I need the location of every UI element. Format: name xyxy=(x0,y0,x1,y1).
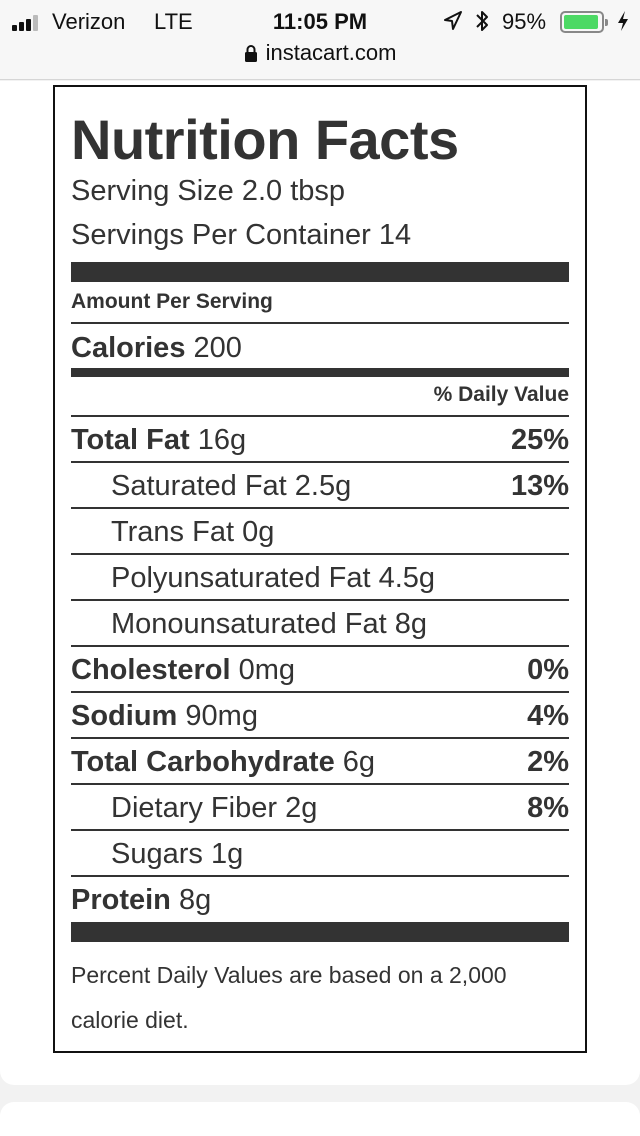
divider xyxy=(71,461,569,463)
nutrient-row-cholesterol: Cholesterol 0mg 0% xyxy=(71,647,569,693)
nutrient-name: Total Fat xyxy=(71,424,190,456)
url-text[interactable]: instacart.com xyxy=(265,40,397,65)
nutrient-name: Polyunsaturated Fat xyxy=(111,562,371,594)
location-arrow-icon xyxy=(444,11,462,30)
daily-value-percent: 0% xyxy=(527,654,569,686)
daily-value-percent: 13% xyxy=(510,470,569,502)
divider xyxy=(71,553,569,555)
nutrient-row-saturated-fat: Saturated Fat 2.5g 13% xyxy=(71,463,569,509)
nutrient-row-total-fat: Total Fat 16g 25% xyxy=(71,417,569,463)
nutrient-row-protein: Protein 8g xyxy=(71,877,569,923)
nutrient-name: Dietary Fiber xyxy=(111,792,277,824)
nutrient-name: Trans Fat xyxy=(111,516,235,548)
nutrient-name: Cholesterol xyxy=(71,654,231,686)
divider xyxy=(71,737,569,739)
divider xyxy=(71,645,569,647)
carrier-name: Verizon xyxy=(52,9,126,34)
divider xyxy=(71,783,569,785)
nutrient-amount: 6g xyxy=(342,746,376,778)
thick-divider xyxy=(71,922,569,942)
serving-size: Serving Size 2.0 tbsp xyxy=(71,175,346,207)
nutrient-row-sodium: Sodium 90mg 4% xyxy=(71,693,569,739)
nutrient-row-monounsaturated-fat: Monounsaturated Fat 8g xyxy=(71,601,569,647)
divider xyxy=(71,507,569,509)
next-card xyxy=(0,1102,640,1136)
address-bar[interactable]: instacart.com xyxy=(0,40,640,68)
divider xyxy=(71,599,569,601)
daily-value-percent: 8% xyxy=(527,792,569,824)
nutrient-row-trans-fat: Trans Fat 0g xyxy=(71,509,569,555)
nutrient-row-sugars: Sugars 1g xyxy=(71,831,569,877)
daily-value-footnote: Percent Daily Values are based on a 2,00… xyxy=(71,962,507,1033)
daily-value-percent: 25% xyxy=(510,424,569,456)
nutrient-row-polyunsaturated-fat: Polyunsaturated Fat 4.5g xyxy=(71,555,569,601)
daily-value-header: % Daily Value xyxy=(433,383,569,406)
nutrition-facts-label: Nutrition Facts Serving Size 2.0 tbsp Se… xyxy=(53,85,587,1053)
nutrient-name: Monounsaturated Fat xyxy=(111,608,387,640)
nutrient-amount: 16g xyxy=(197,424,247,456)
battery-percent: 95% xyxy=(502,9,547,34)
status-bar: Verizon LTE 11:05 PM 95% instacart.com xyxy=(0,0,640,80)
nutrient-amount: 0g xyxy=(242,516,275,548)
signal-icon xyxy=(12,15,44,31)
battery-icon xyxy=(560,11,608,33)
nutrient-amount: 2g xyxy=(285,792,318,824)
calories-value: 200 xyxy=(193,332,242,364)
nutrient-amount: 8g xyxy=(178,884,212,916)
nutrient-name: Sodium xyxy=(71,700,178,732)
nutrient-row-dietary-fiber: Dietary Fiber 2g 8% xyxy=(71,785,569,831)
calories-row: Calories 200 xyxy=(71,325,569,371)
nutrition-title: Nutrition Facts xyxy=(71,108,459,171)
clock: 11:05 PM xyxy=(272,9,368,34)
daily-value-percent: 2% xyxy=(527,746,569,778)
nutrient-amount: 0mg xyxy=(238,654,296,686)
nutrient-name: Saturated Fat xyxy=(111,470,287,502)
battery-level-fill xyxy=(564,15,598,29)
nutrient-amount: 1g xyxy=(210,838,244,870)
charging-bolt-icon xyxy=(618,11,628,31)
calories-label: Calories xyxy=(71,332,186,364)
divider xyxy=(71,322,569,324)
divider xyxy=(71,691,569,693)
daily-value-percent: 4% xyxy=(527,700,569,732)
nutrient-row-total-carbohydrate: Total Carbohydrate 6g 2% xyxy=(71,739,569,785)
divider xyxy=(71,415,569,417)
nutrient-amount: 2.5g xyxy=(294,470,352,502)
amount-per-serving: Amount Per Serving xyxy=(71,290,273,313)
servings-per-container: Servings Per Container 14 xyxy=(71,219,412,251)
network-type: LTE xyxy=(154,9,193,34)
divider xyxy=(71,875,569,877)
divider xyxy=(71,829,569,831)
nutrient-amount: 4.5g xyxy=(378,562,436,594)
nutrient-name: Total Carbohydrate xyxy=(71,746,335,778)
nutrient-name: Protein xyxy=(71,884,171,916)
medium-divider xyxy=(71,368,569,377)
lock-icon xyxy=(244,45,257,62)
thick-divider xyxy=(71,262,569,282)
nutrient-amount: 90mg xyxy=(185,700,258,732)
nutrient-amount: 8g xyxy=(394,608,427,640)
bluetooth-icon xyxy=(476,11,488,31)
nutrient-name: Sugars xyxy=(111,838,203,870)
